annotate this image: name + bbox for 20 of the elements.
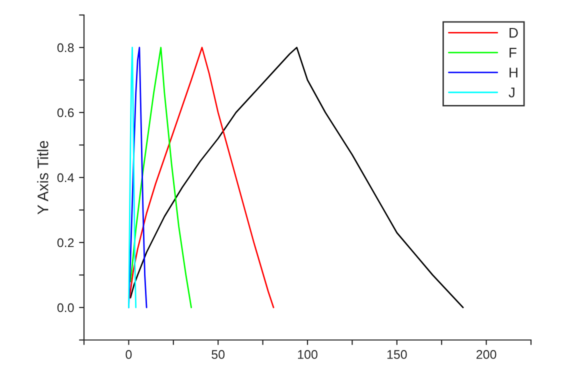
x-tick-label: 50 [212, 350, 225, 359]
legend-label: F [510, 48, 516, 58]
legend-label: D [510, 28, 518, 38]
legend-label: J [508, 88, 514, 98]
x-tick-label: 0 [126, 350, 132, 359]
line-series [128, 46, 148, 308]
line-series [130, 46, 192, 308]
line-series [128, 46, 137, 308]
y-axis-title: Y Axis Title [37, 140, 48, 214]
y-tick-label: 0.0 [57, 303, 74, 312]
line-series [128, 46, 274, 308]
y-tick-label: 0.6 [57, 108, 74, 118]
y-tick-label: 0.8 [57, 43, 74, 52]
legend-label: H [510, 68, 518, 78]
line-series [130, 46, 464, 308]
y-tick-label: 0.2 [57, 238, 74, 248]
x-tick-label: 200 [476, 350, 496, 359]
x-tick-label: 150 [387, 350, 407, 359]
y-tick-label: 0.4 [57, 173, 74, 182]
x-tick-label: 100 [298, 350, 318, 359]
